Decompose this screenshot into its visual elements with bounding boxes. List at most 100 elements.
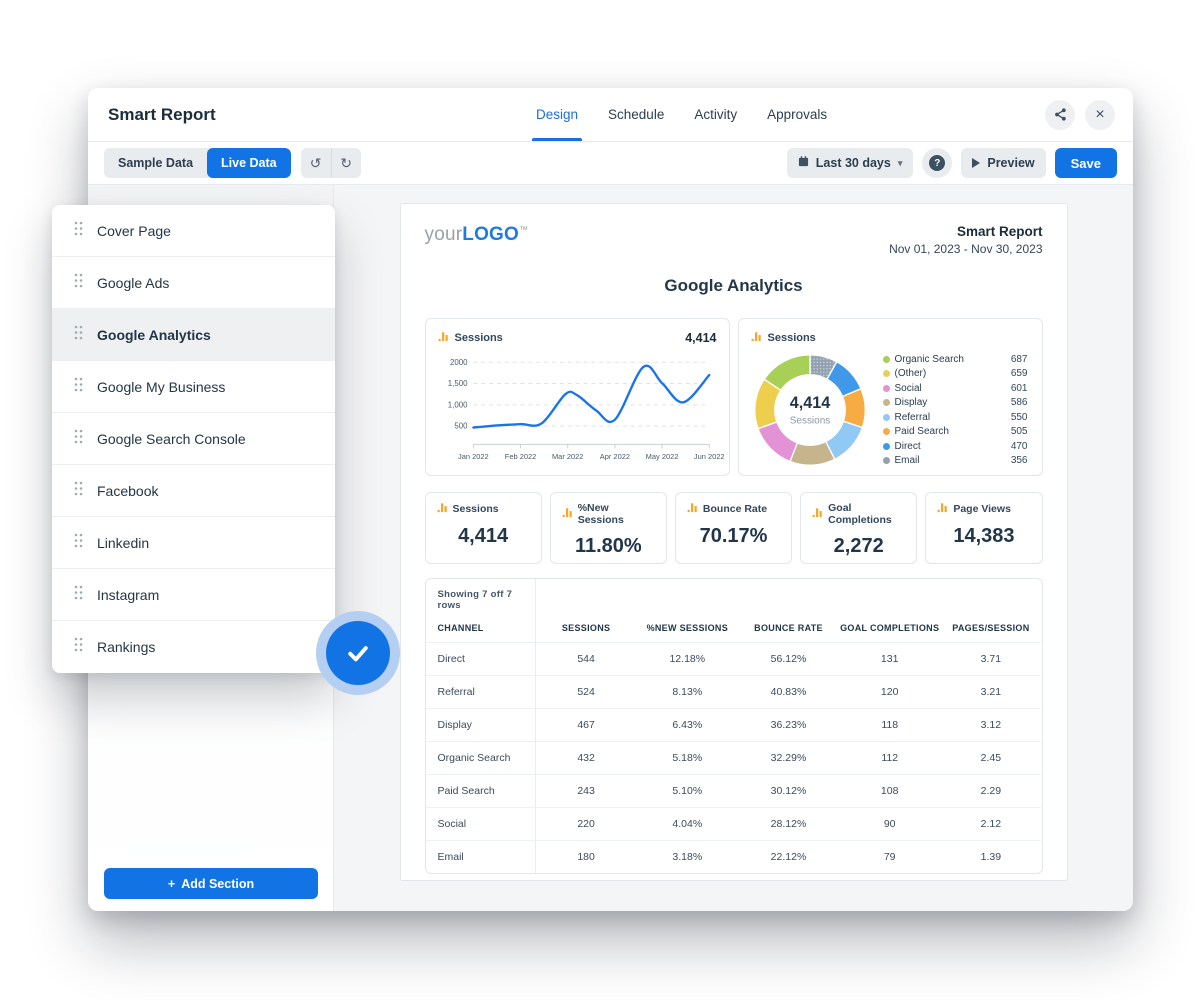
sidebar-item-google-analytics[interactable]: Google Analytics xyxy=(52,309,335,361)
table-cell: 3.12 xyxy=(940,708,1042,741)
legend-value: 470 xyxy=(1010,440,1028,452)
sessions-line-chart-card: Sessions 4,414 2000 1,500 1,000 500 Jan 2022… xyxy=(424,318,730,476)
toolbar: Sample Data Live Data ↺ ↻ Last 30 days ▾… xyxy=(88,141,1133,185)
report-canvas: yourLOGO™ Smart Report Nov 01, 2023 - No… xyxy=(334,185,1133,911)
charts-row: Sessions 4,414 2000 1,500 1,000 500 Jan 2022… xyxy=(424,318,1043,476)
redo-button[interactable]: ↻ xyxy=(330,148,361,178)
date-range-button[interactable]: Last 30 days ▾ xyxy=(786,148,914,178)
sidebar-item-google-ads[interactable]: Google Ads xyxy=(52,257,335,309)
table-cell: 79 xyxy=(839,840,941,873)
undo-button[interactable]: ↺ xyxy=(301,148,331,178)
window-title: Smart Report xyxy=(108,104,216,124)
logo-brand: LOGO xyxy=(462,224,520,245)
kpi-label: Page Views xyxy=(953,503,1011,515)
confirm-check-button[interactable] xyxy=(316,611,400,695)
drag-handle-icon[interactable] xyxy=(74,221,83,241)
legend-dot-icon xyxy=(882,355,890,363)
table-cell: 5.10% xyxy=(636,774,738,807)
undo-icon: ↺ xyxy=(309,154,322,171)
tab-schedule[interactable]: Schedule xyxy=(608,107,665,122)
svg-text:Jan 2022: Jan 2022 xyxy=(458,452,489,461)
close-button[interactable]: × xyxy=(1085,99,1115,130)
legend-dot-icon xyxy=(882,399,890,407)
tab-bar: Design Schedule Activity Approvals xyxy=(531,88,828,141)
drag-handle-icon[interactable] xyxy=(74,429,83,449)
drag-handle-icon[interactable] xyxy=(74,481,83,501)
table-cell: 2.29 xyxy=(940,774,1042,807)
sidebar-item-facebook[interactable]: Facebook xyxy=(52,465,335,517)
preview-button[interactable]: Preview xyxy=(961,148,1046,178)
add-section-button[interactable]: + Add Section xyxy=(104,868,318,899)
table-cell: 120 xyxy=(839,675,941,708)
svg-text:Apr 2022: Apr 2022 xyxy=(599,452,629,461)
bar-chart-icon xyxy=(562,507,573,521)
history-buttons: ↺ ↻ xyxy=(300,148,361,178)
live-data-button[interactable]: Live Data xyxy=(207,148,291,178)
line-chart-header: Sessions 4,414 xyxy=(438,329,717,347)
bar-chart-icon xyxy=(751,329,762,347)
table-cell: 220 xyxy=(535,807,637,840)
help-icon: ? xyxy=(929,155,946,171)
channels-table: Showing 7 off 7 rows CHANNEL SESSIONS %NEW … xyxy=(425,579,1042,873)
drag-handle-icon[interactable] xyxy=(74,585,83,605)
drag-handle-icon[interactable] xyxy=(74,273,83,293)
sidebar-item-instagram[interactable]: Instagram xyxy=(52,569,335,621)
svg-text:2000: 2000 xyxy=(449,358,467,367)
drag-handle-icon[interactable] xyxy=(74,533,83,553)
section-label: Google Analytics xyxy=(97,326,211,343)
bar-chart-icon xyxy=(812,507,823,521)
bar-chart-icon xyxy=(937,502,948,516)
kpi-card-page-views: Page Views 14,383 xyxy=(925,492,1043,564)
drag-handle-icon[interactable] xyxy=(74,325,83,345)
report-title: Smart Report xyxy=(956,224,1043,239)
line-chart-total: 4,414 xyxy=(685,331,717,345)
sidebar-item-linkedin[interactable]: Linkedin xyxy=(52,517,335,569)
tab-approvals[interactable]: Approvals xyxy=(767,107,828,122)
add-section-label: Add Section xyxy=(181,876,255,891)
close-icon: × xyxy=(1095,105,1105,123)
legend-dot-icon xyxy=(882,442,890,450)
legend-dot-icon xyxy=(882,413,890,421)
play-icon xyxy=(972,158,981,168)
share-button[interactable] xyxy=(1045,99,1075,130)
tab-design[interactable]: Design xyxy=(531,88,583,141)
save-button[interactable]: Save xyxy=(1054,148,1117,178)
client-logo: yourLOGO™ xyxy=(425,224,529,246)
legend-dot-icon xyxy=(882,384,890,392)
sidebar-item-cover-page[interactable]: Cover Page xyxy=(52,205,335,257)
legend-item-display: Display 586 xyxy=(882,397,1028,408)
table-header-pages-session: PAGES/SESSION xyxy=(952,623,1030,633)
sessions-donut-chart-card: Sessions 4,414 Sessions Organic Search 687… xyxy=(737,318,1043,476)
legend-value: 659 xyxy=(1010,368,1028,380)
help-button[interactable]: ? xyxy=(922,148,953,178)
sidebar-item-google-my-business[interactable]: Google My Business xyxy=(52,361,335,413)
kpi-card-new-sessions: %New Sessions 11.80% xyxy=(549,492,667,564)
table-cell: 524 xyxy=(535,675,637,708)
date-range-label: Last 30 days xyxy=(815,156,891,170)
bar-chart-icon xyxy=(687,502,698,516)
drag-handle-icon[interactable] xyxy=(74,637,83,657)
table-row-channel: Referral xyxy=(425,675,536,708)
section-label: Google My Business xyxy=(97,378,226,395)
legend-item-direct: Direct 470 xyxy=(882,440,1028,452)
sample-data-button[interactable]: Sample Data xyxy=(118,156,194,170)
trademark-icon: ™ xyxy=(519,224,529,235)
checkmark-icon xyxy=(326,621,390,685)
table-cell: 6.43% xyxy=(636,708,738,741)
toolbar-right: Last 30 days ▾ ? Preview Save xyxy=(786,148,1117,178)
legend-value: 601 xyxy=(1010,382,1028,394)
section-label: Google Search Console xyxy=(97,430,246,447)
table-cell: 180 xyxy=(535,840,637,873)
legend-item-referral: Referral 550 xyxy=(882,412,1028,423)
table-header-label: CHANNEL xyxy=(437,623,484,633)
sidebar-item-rankings[interactable]: Rankings xyxy=(52,621,335,673)
kpi-card-bounce-rate: Bounce Rate 70.17% xyxy=(674,492,793,564)
sidebar-item-google-search-console[interactable]: Google Search Console xyxy=(52,413,335,465)
svg-text:Mar 2022: Mar 2022 xyxy=(551,452,583,461)
table-header-bounce-rate: BOUNCE RATE xyxy=(754,623,823,633)
data-mode-toggle: Sample Data Live Data xyxy=(104,148,291,178)
table-row-channel: Organic Search xyxy=(425,741,536,774)
tab-activity[interactable]: Activity xyxy=(694,107,738,122)
drag-handle-icon[interactable] xyxy=(74,377,83,397)
kpi-value: 11.80% xyxy=(574,535,642,557)
